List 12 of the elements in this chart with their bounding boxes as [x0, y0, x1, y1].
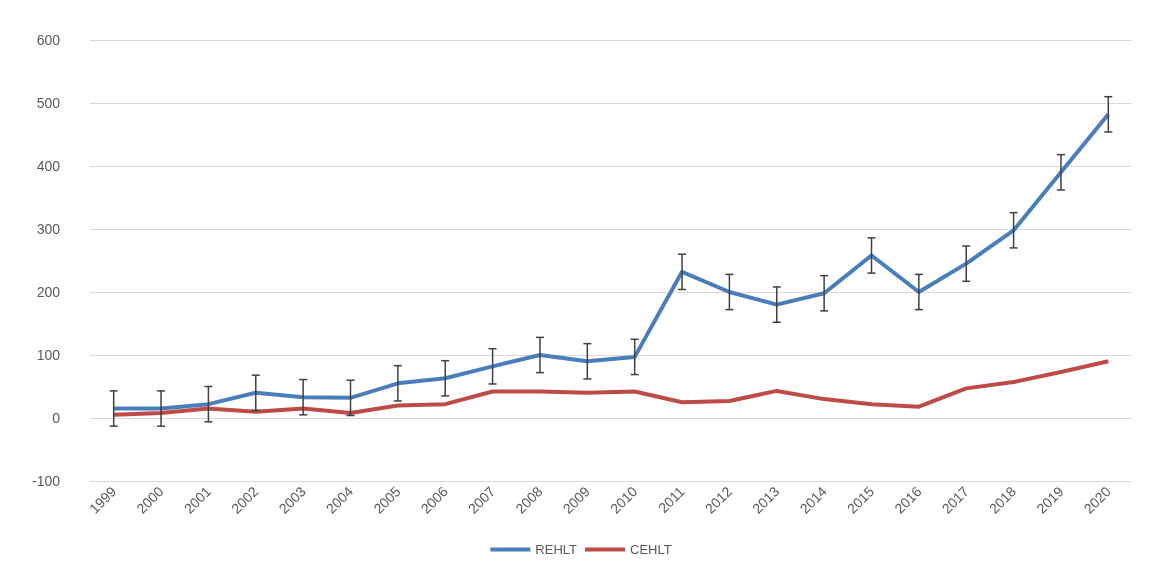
line-series: [111, 112, 1111, 411]
legend-label: REHLT: [535, 542, 578, 557]
legend-label: CEHLT: [630, 542, 672, 557]
y-tick-label: 600: [36, 32, 61, 48]
y-tick-label: -100: [31, 473, 61, 489]
y-tick-label: 500: [36, 95, 61, 111]
y-tick-label: 300: [36, 221, 61, 237]
y-tick-label: 0: [52, 410, 61, 426]
y-tick-label: 400: [36, 158, 61, 174]
y-tick-label: 100: [36, 347, 61, 363]
line-series: [111, 359, 1111, 417]
y-tick-label: 200: [36, 284, 61, 300]
